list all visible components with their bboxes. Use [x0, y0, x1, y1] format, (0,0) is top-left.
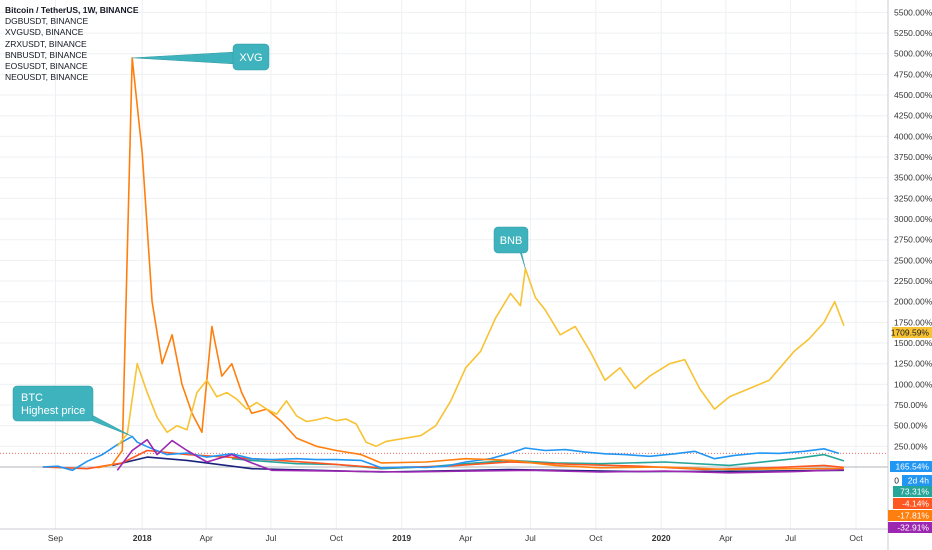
y-tick-label: 4000.00% [894, 131, 932, 141]
badge-bnb-bg [893, 498, 932, 509]
x-tick-label: Sep [48, 533, 63, 543]
badge-btc-bg [890, 461, 932, 472]
y-tick-label: 4750.00% [894, 69, 932, 79]
badge-eos-text: -32.91% [897, 523, 929, 533]
btc-callout-text: BTC [21, 392, 43, 404]
badge-dgb-text: 1709.59% [891, 328, 930, 338]
y-tick-label: 2500.00% [894, 255, 932, 265]
y-tick-label: 2000.00% [894, 297, 932, 307]
badge-xvg-bg [888, 510, 932, 521]
y-tick-label: 3500.00% [894, 173, 932, 183]
y-tick-label: 5500.00% [894, 7, 932, 17]
badge-xvg-text: -17.81% [897, 511, 929, 521]
y-tick-label: 1250.00% [894, 359, 932, 369]
badge-eos-bg [888, 522, 932, 533]
x-tick-label: Jul [525, 533, 536, 543]
x-tick-label: Apr [200, 533, 213, 543]
x-tick-label: 2019 [392, 533, 411, 543]
legend-item-xvg[interactable]: XVGUSD, BINANCE [5, 27, 84, 38]
series-line-eosusdt[interactable] [116, 438, 844, 474]
x-tick-label: Oct [849, 533, 863, 543]
y-tick-label: 4250.00% [894, 111, 932, 121]
y-tick-label: 1750.00% [894, 317, 932, 327]
bnb-callout-box [493, 226, 529, 254]
y-tick-label: 3250.00% [894, 193, 932, 203]
y-tick-label: 3000.00% [894, 214, 932, 224]
badge-zero-bg [890, 475, 902, 486]
btc-callout-box [12, 385, 94, 422]
badge-bnb-text: -4.14% [902, 499, 929, 509]
badge-countdown-bg [902, 475, 932, 486]
gridlines [0, 0, 888, 529]
x-tick-label: Oct [589, 533, 603, 543]
y-tick-label: 1500.00% [894, 338, 932, 348]
x-tick-label: Apr [459, 533, 472, 543]
badge-btc-text: 165.54% [895, 462, 929, 472]
x-tick-label: Apr [719, 533, 732, 543]
badge-dgb-bg [892, 327, 932, 338]
y-tick-label: 1000.00% [894, 379, 932, 389]
x-tick-label: 2018 [133, 533, 152, 543]
x-tick-label: Oct [330, 533, 344, 543]
legend-item-zrx[interactable]: ZRXUSDT, BINANCE [5, 38, 87, 49]
xvg-callout-text: XVG [239, 52, 262, 64]
xvg-callout-box [232, 43, 270, 71]
y-tick-label: 750.00% [894, 400, 928, 410]
x-tick-label: Jul [265, 533, 276, 543]
x-axis[interactable]: Sep 2018 Apr Jul Oct 2019 Apr Jul Oct 2020 Apr Jul O… [0, 528, 888, 543]
y-tick-label: 2750.00% [894, 235, 932, 245]
legend-item-dgb[interactable]: DGBUSDT, BINANCE [5, 16, 89, 27]
y-tick-label: 500.00% [894, 421, 928, 431]
legend: Bitcoin / TetherUS, 1W, BINANCE DGBUSDT,… [5, 5, 139, 83]
legend-item-neo[interactable]: NEOUSDT, BINANCE [5, 72, 89, 83]
series-layer [42, 57, 845, 474]
x-tick-label: 2020 [652, 533, 671, 543]
badge-zero-text: 0 [894, 476, 899, 486]
series-line-bitcoin-tetherus[interactable] [42, 435, 840, 472]
y-tick-label: 250.00% [894, 441, 928, 451]
y-tick-label: 5250.00% [894, 28, 932, 38]
badge-countdown-text: 2d 4h [908, 476, 930, 486]
y-tick-label: 5000.00% [894, 49, 932, 59]
y-tick-label: 2250.00% [894, 276, 932, 286]
btc-callout-text: Highest price [21, 405, 85, 417]
badge-zrx-text: 73.31% [900, 487, 929, 497]
legend-item-eos[interactable]: EOSUSDT, BINANCE [5, 61, 88, 72]
y-tick-label: 4500.00% [894, 90, 932, 100]
x-tick-label: Jul [785, 533, 796, 543]
series-line-xvgusd[interactable] [97, 57, 844, 471]
legend-item-bnb[interactable]: BNBUSDT, BINANCE [5, 49, 88, 60]
bnb-callout-text: BNB [500, 235, 523, 247]
y-axis[interactable]: 250.00% 500.00% 750.00% 1000.00% 1250.00% 150… [887, 0, 932, 550]
series-line-dgbusdt[interactable] [116, 267, 845, 448]
legend-main-symbol[interactable]: Bitcoin / TetherUS, 1W, BINANCE [5, 5, 139, 15]
badge-zrx-bg [893, 486, 932, 497]
y-tick-label: 3750.00% [894, 152, 932, 162]
